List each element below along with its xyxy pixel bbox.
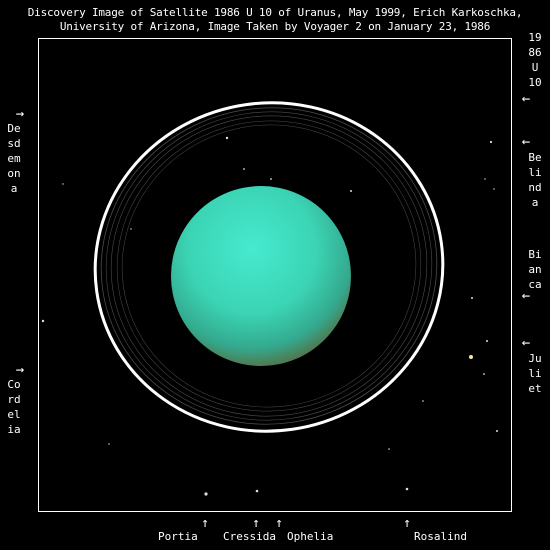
arrow-desdemona: → (15, 106, 25, 122)
label-cressida: Cressida (223, 530, 276, 543)
label-juliet: Juliet (528, 352, 542, 395)
arrow-bianca: ← (521, 288, 531, 304)
caption-line-2: University of Arizona, Image Taken by Vo… (59, 20, 491, 33)
epsilon-ring (93, 101, 445, 433)
arrow-1986-u10: ← (521, 91, 531, 107)
arrow-cordelia: → (15, 362, 25, 378)
arrow-rosalind: ↑ (403, 516, 411, 531)
label-ophelia: Ophelia (287, 530, 334, 543)
arrow-cressida: ↑ (252, 516, 260, 531)
arrow-belinda: ← (521, 134, 531, 150)
inner-rings (100, 107, 438, 425)
caption-line-1: Discovery Image of Satellite 1986 U 10 o… (27, 6, 523, 19)
label-1986-u10: 1986 U 10 (528, 31, 542, 89)
label-belinda: Belinda (528, 151, 542, 209)
label-rosalind: Rosalind (414, 530, 467, 543)
image-frame (38, 38, 512, 512)
arrow-portia: ↑ (201, 516, 209, 531)
uranus-scene (41, 101, 498, 496)
arrow-ophelia: ↑ (275, 516, 283, 531)
stars (41, 136, 498, 496)
label-cordelia: Cordelia (7, 378, 21, 436)
uranus-planet (171, 186, 351, 366)
label-bianca: Bianca (528, 248, 542, 291)
arrow-juliet: ← (521, 335, 531, 351)
label-portia: Portia (158, 530, 198, 543)
label-desdemona: Desdemona (7, 122, 21, 195)
